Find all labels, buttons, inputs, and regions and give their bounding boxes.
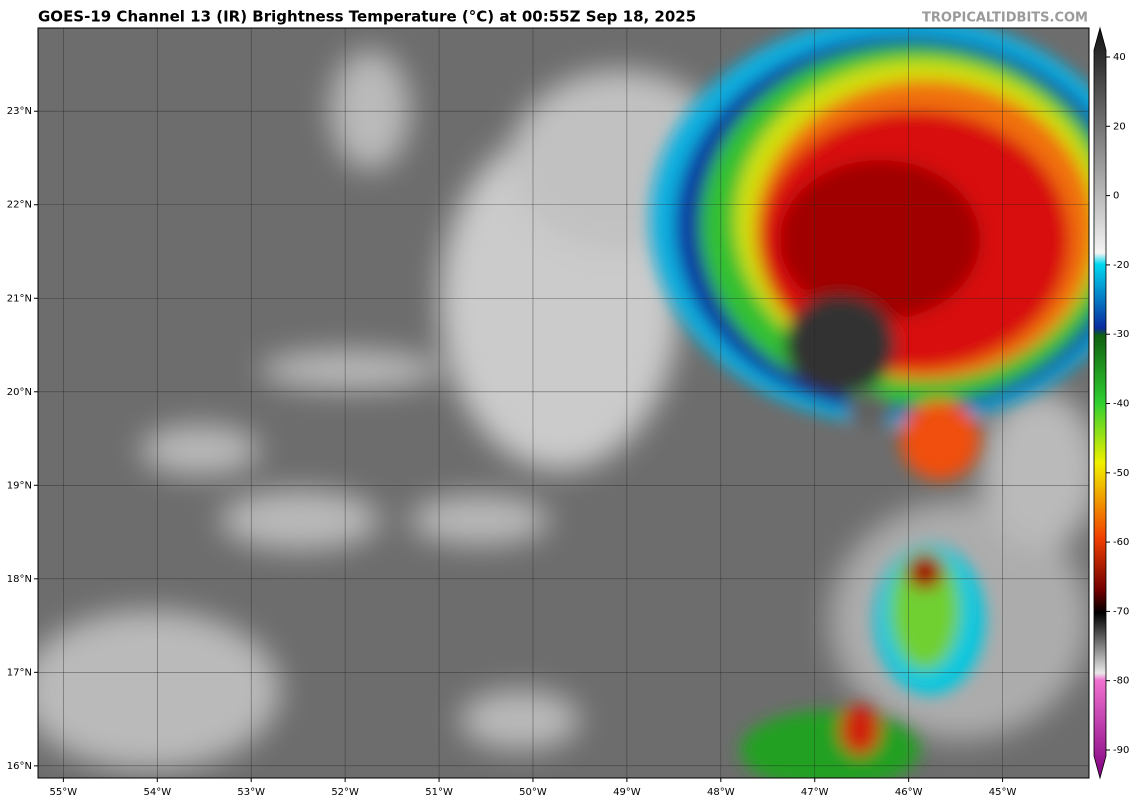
colorbar-label: -70 xyxy=(1113,606,1129,617)
lat-label: 18°N xyxy=(7,574,32,585)
colorbar-label: -20 xyxy=(1113,260,1129,271)
map-frame xyxy=(37,27,1090,779)
lon-label: 50°W xyxy=(519,787,547,798)
lon-label: 51°W xyxy=(425,787,453,798)
lon-label: 53°W xyxy=(237,787,265,798)
colorbar-label: -90 xyxy=(1113,745,1129,756)
lat-label: 22°N xyxy=(7,200,32,211)
colorbar-label: -60 xyxy=(1113,537,1129,548)
lon-label: 49°W xyxy=(613,787,641,798)
title: GOES-19 Channel 13 (IR) Brightness Tempe… xyxy=(38,8,696,26)
lat-label: 16°N xyxy=(7,761,32,772)
colorbar xyxy=(1093,26,1107,780)
colorbar-label: -50 xyxy=(1113,468,1129,479)
lon-label: 55°W xyxy=(50,787,78,798)
colorbar-label: 0 xyxy=(1113,191,1119,202)
lon-label: 46°W xyxy=(895,787,923,798)
satellite-image xyxy=(38,28,1089,778)
lon-label: 48°W xyxy=(707,787,735,798)
watermark: TROPICALTIDBITS.COM xyxy=(922,11,1088,26)
lon-label: 52°W xyxy=(331,787,359,798)
lon-label: 45°W xyxy=(989,787,1017,798)
colorbar-label: 20 xyxy=(1113,121,1126,132)
colorbar-label: 40 xyxy=(1113,52,1126,63)
lat-label: 19°N xyxy=(7,480,32,491)
lat-label: 20°N xyxy=(7,387,32,398)
colorbar-label: -40 xyxy=(1113,399,1129,410)
grid xyxy=(38,28,1089,778)
lat-label: 17°N xyxy=(7,667,32,678)
colorbar-label: -80 xyxy=(1113,676,1129,687)
lon-label: 47°W xyxy=(801,787,829,798)
lat-label: 23°N xyxy=(7,106,32,117)
colorbar-label: -30 xyxy=(1113,329,1129,340)
lon-label: 54°W xyxy=(143,787,171,798)
lat-label: 21°N xyxy=(7,293,32,304)
